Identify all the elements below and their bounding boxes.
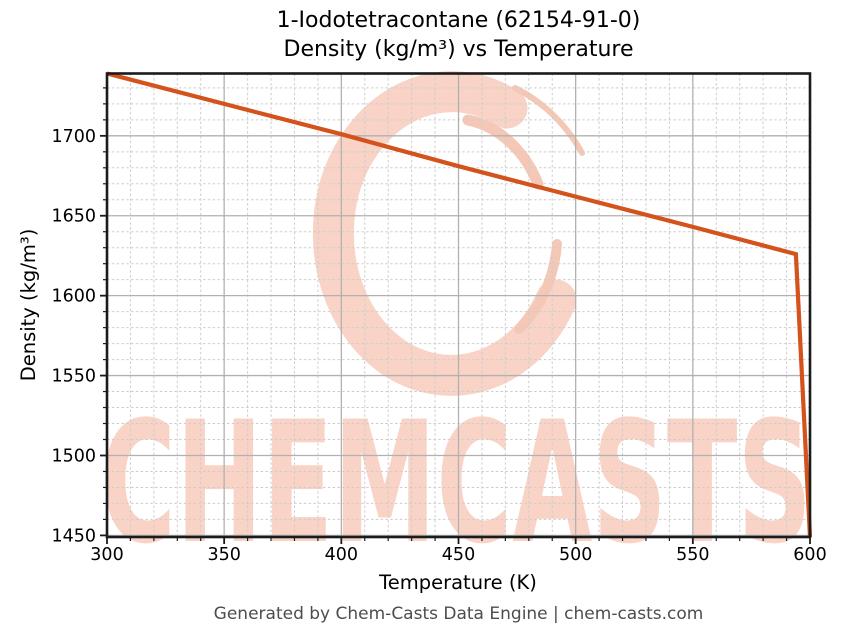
chemcasts-logo-icon [313, 70, 577, 396]
chemcasts-logo-brush-arc-outer [512, 85, 585, 156]
axis-ticks [100, 87, 811, 544]
y-tick-label: 1450 [51, 526, 96, 546]
chemcasts-logo-brush-arc-right [514, 239, 562, 334]
y-tick-label: 1500 [51, 446, 96, 466]
grid-major [107, 73, 810, 537]
chemcasts-logo-brush-arc-top [462, 114, 544, 190]
x-tick-label: 550 [676, 545, 709, 565]
chart-title-line2: Density (kg/m³) vs Temperature [283, 37, 634, 63]
x-axis-title: Temperature (K) [378, 571, 537, 594]
y-tick-label: 1550 [51, 367, 96, 387]
x-tick-label: 500 [559, 545, 592, 565]
x-tick-label: 300 [90, 545, 123, 565]
watermark: CHEMCASTS [100, 70, 812, 581]
y-axis-title: Density (kg/m³) [17, 229, 40, 382]
chart-title: 1-Iodotetracontane (62154-91-0) Density … [107, 6, 810, 64]
y-tick-label: 1600 [51, 287, 96, 307]
chart-title-line1: 1-Iodotetracontane (62154-91-0) [276, 8, 641, 33]
axis-tick-labels: 300 350 400 450 500 550 600 1450 1500 1550 1600 165… [51, 127, 826, 565]
x-tick-label: 400 [325, 545, 358, 565]
x-tick-label: 600 [793, 545, 826, 565]
y-tick-label: 1650 [51, 207, 96, 227]
footer-credit: Generated by Chem-Casts Data Engine | ch… [213, 604, 704, 624]
x-tick-label: 350 [207, 545, 240, 565]
x-tick-label: 450 [442, 545, 475, 565]
density-line [106, 71, 813, 538]
y-tick-label: 1700 [51, 127, 96, 147]
